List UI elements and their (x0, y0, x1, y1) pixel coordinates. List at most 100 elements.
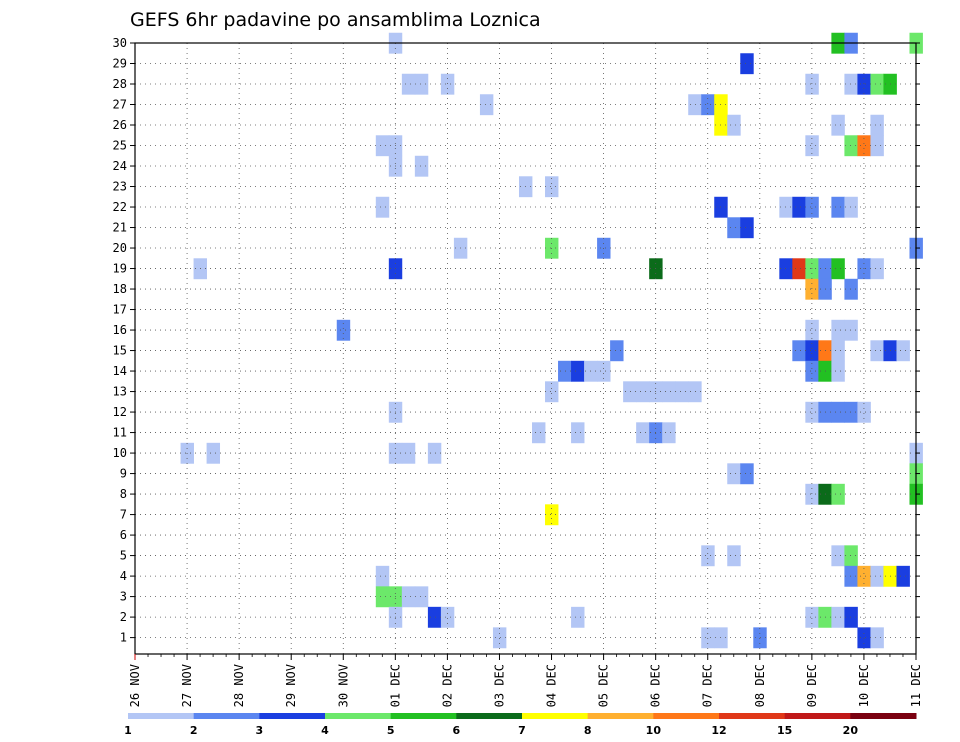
y-tick-label: 26 (113, 118, 127, 132)
legend-swatch (719, 713, 786, 719)
precip-cell (805, 483, 819, 505)
x-tick-label: 05 DEC (597, 664, 611, 707)
precip-cell (688, 381, 702, 403)
precip-cell (805, 319, 819, 341)
y-tick-label: 2 (120, 610, 127, 624)
legend-swatch (850, 713, 917, 719)
precip-cell (375, 565, 390, 587)
precip-cell (831, 483, 845, 505)
x-tick-label: 06 DEC (649, 664, 663, 707)
precip-cell (857, 135, 871, 157)
precip-cell (831, 114, 845, 136)
precip-cell (662, 381, 676, 403)
precip-cell (701, 545, 715, 567)
legend-label: 20 (843, 724, 859, 737)
precip-cell (844, 196, 858, 218)
x-axis: 26 NOV 27 NOV 28 NOV 29 NOV 30 NOV 01 DEC 02 D… (128, 654, 923, 707)
legend-label: 6 (453, 724, 461, 737)
precip-cell (844, 606, 858, 628)
y-tick-label: 22 (113, 200, 127, 214)
precip-cell (857, 565, 871, 587)
precip-cell (636, 381, 650, 403)
legend-label: 7 (518, 724, 526, 737)
precip-cell (206, 442, 221, 464)
precip-cell (414, 155, 429, 177)
x-tick-label: 03 DEC (492, 664, 506, 707)
precip-cell (805, 401, 819, 423)
legend-swatch (128, 713, 195, 719)
precip-cell (375, 135, 390, 157)
legend-swatch (259, 713, 326, 719)
precip-cell (375, 586, 390, 608)
precip-cell (636, 422, 650, 444)
precip-cell (857, 73, 871, 95)
precip-cell (545, 381, 559, 403)
precip-cell (675, 381, 689, 403)
precip-cell (831, 340, 845, 362)
precip-cell (440, 606, 455, 628)
x-tick-label: 10 DEC (857, 664, 871, 707)
precip-cell (610, 340, 624, 362)
y-tick-label: 15 (113, 344, 127, 358)
precip-cell (792, 196, 806, 218)
precip-cell (571, 422, 585, 444)
y-tick-label: 3 (120, 590, 127, 604)
precip-cell (727, 217, 741, 239)
precip-cell (492, 627, 507, 649)
y-tick-label: 14 (113, 364, 127, 378)
precip-cell (727, 545, 741, 567)
precip-cell (545, 176, 559, 198)
y-tick-label: 17 (113, 303, 127, 317)
precip-cell (688, 94, 702, 116)
legend-label: 3 (256, 724, 264, 737)
y-tick-label: 28 (113, 77, 127, 91)
precip-cell (844, 278, 858, 300)
legend-label: 10 (646, 724, 662, 737)
precip-cell (545, 504, 559, 526)
legend-label: 1 (124, 724, 132, 737)
y-tick-label: 23 (113, 180, 127, 194)
legend: 1 2 3 4 5 6 7 8 10 12 15 20 (124, 713, 917, 737)
x-tick-label: 30 NOV (336, 664, 350, 707)
precip-cell (792, 258, 806, 280)
y-tick-label: 21 (113, 221, 127, 235)
y-tick-label: 5 (120, 549, 127, 563)
x-tick-label: 04 DEC (545, 664, 559, 707)
precip-cell (479, 94, 494, 116)
y-tick-label: 8 (120, 487, 127, 501)
precip-cell (844, 319, 858, 341)
legend-swatch (522, 713, 589, 719)
precip-cell (662, 422, 676, 444)
precip-cell (805, 196, 819, 218)
y-tick-label: 7 (120, 508, 127, 522)
precip-cell (831, 360, 845, 382)
precip-cell (844, 73, 858, 95)
precip-cell (831, 258, 845, 280)
precip-cell (623, 381, 637, 403)
precip-cell (844, 545, 858, 567)
y-tick-label: 27 (113, 98, 127, 112)
precip-cell (870, 258, 884, 280)
precip-cell (831, 196, 845, 218)
x-tick-label: 28 NOV (232, 664, 246, 707)
legend-swatch (193, 713, 260, 719)
legend-swatch (587, 713, 654, 719)
y-tick-label: 24 (113, 159, 127, 173)
y-tick-label: 11 (113, 426, 127, 440)
precip-cell (831, 319, 845, 341)
precip-cell (336, 319, 351, 341)
legend-label: 15 (777, 724, 792, 737)
x-tick-label: 01 DEC (388, 664, 402, 707)
cells-layer (180, 32, 923, 649)
x-tick-label: 26 NOV (128, 664, 142, 707)
precip-cell (831, 545, 845, 567)
legend-label: 12 (711, 724, 726, 737)
precip-cell (401, 442, 416, 464)
y-tick-label: 18 (113, 282, 127, 296)
y-tick-label: 12 (113, 405, 127, 419)
precip-cell (870, 340, 884, 362)
precip-cell (870, 135, 884, 157)
legend-label: 4 (321, 724, 329, 737)
precip-cell (427, 442, 442, 464)
